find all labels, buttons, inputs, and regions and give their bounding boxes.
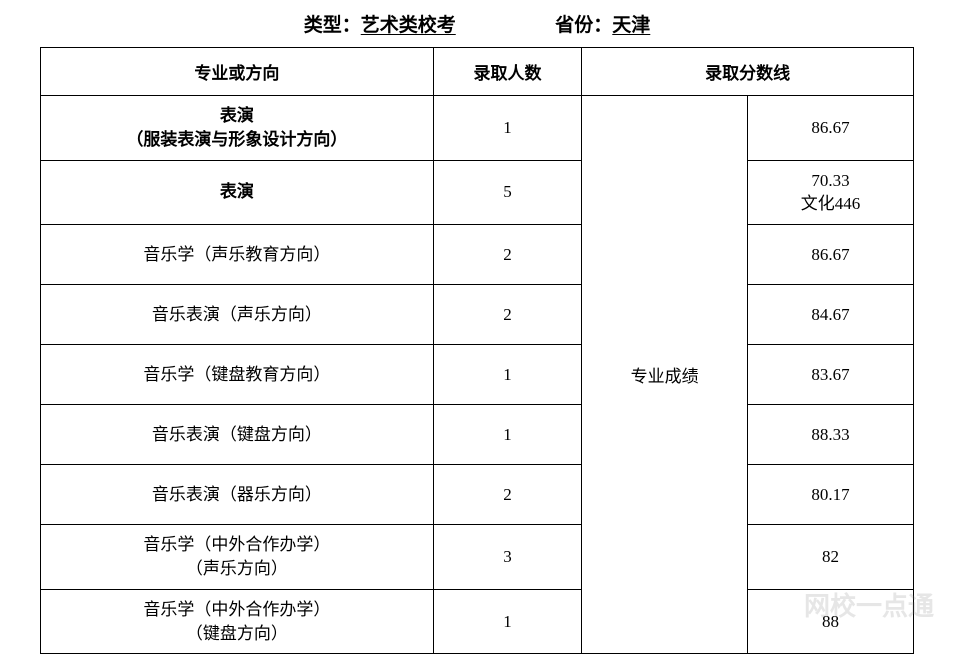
score-line1: 88 [754, 610, 907, 634]
major-line1: 音乐学（中外合作办学） [47, 533, 427, 557]
cell-score: 86.67 [748, 96, 914, 161]
cell-major: 表演（服装表演与形象设计方向） [41, 96, 434, 161]
col-header-scoreline: 录取分数线 [582, 48, 914, 96]
score-line1: 86.67 [754, 243, 907, 267]
cell-major: 音乐学（声乐教育方向） [41, 225, 434, 285]
major-line2: （声乐方向） [47, 557, 427, 581]
cell-count: 1 [433, 96, 581, 161]
table-row: 音乐表演（声乐方向）2 84.67 [41, 285, 914, 345]
major-line1: 音乐学（声乐教育方向） [47, 243, 427, 267]
major-line2: （键盘方向） [47, 622, 427, 646]
cell-major: 音乐表演（器乐方向） [41, 465, 434, 525]
table-header-row: 专业或方向 录取人数 录取分数线 [41, 48, 914, 96]
admission-table: 专业或方向 录取人数 录取分数线 表演（服装表演与形象设计方向）1专业成绩86.… [40, 47, 914, 654]
cell-major: 音乐学（中外合作办学）（键盘方向） [41, 589, 434, 654]
cell-score: 88.33 [748, 405, 914, 465]
major-line1: 音乐学（中外合作办学） [47, 598, 427, 622]
score-line1: 70.33 [754, 169, 907, 193]
table-row: 音乐表演（器乐方向）2 80.17 [41, 465, 914, 525]
table-row: 音乐学（中外合作办学）（键盘方向）1 88 [41, 589, 914, 654]
score-line1: 84.67 [754, 303, 907, 327]
type-value: 艺术类校考 [361, 15, 456, 36]
province-label: 省份： [555, 15, 612, 36]
cell-score: 80.17 [748, 465, 914, 525]
table-row: 音乐学（中外合作办学）（声乐方向）3 82 [41, 525, 914, 590]
cell-major: 音乐表演（声乐方向） [41, 285, 434, 345]
cell-count: 2 [433, 285, 581, 345]
score-line1: 80.17 [754, 483, 907, 507]
cell-category-merged: 专业成绩 [582, 96, 748, 654]
cell-score: 88 [748, 589, 914, 654]
cell-count: 2 [433, 225, 581, 285]
cell-score: 86.67 [748, 225, 914, 285]
cell-count: 2 [433, 465, 581, 525]
score-line1: 82 [754, 545, 907, 569]
major-line1: 音乐表演（声乐方向） [47, 303, 427, 327]
cell-score: 82 [748, 525, 914, 590]
major-line1: 音乐表演（器乐方向） [47, 483, 427, 507]
cell-count: 1 [433, 589, 581, 654]
cell-count: 5 [433, 160, 581, 225]
major-line1: 音乐学（键盘教育方向） [47, 363, 427, 387]
score-line1: 83.67 [754, 363, 907, 387]
score-line1: 88.33 [754, 423, 907, 447]
cell-score: 84.67 [748, 285, 914, 345]
province-value: 天津 [612, 15, 650, 36]
cell-major: 音乐表演（键盘方向） [41, 405, 434, 465]
cell-major: 表演 [41, 160, 434, 225]
major-line1: 表演 [47, 104, 427, 128]
table-row: 音乐表演（键盘方向）1 88.33 [41, 405, 914, 465]
cell-count: 1 [433, 405, 581, 465]
major-line1: 表演 [47, 180, 427, 204]
cell-score: 70.33文化446 [748, 160, 914, 225]
major-line1: 音乐表演（键盘方向） [47, 423, 427, 447]
score-line2: 文化446 [754, 192, 907, 216]
cell-count: 3 [433, 525, 581, 590]
cell-score: 83.67 [748, 345, 914, 405]
cell-count: 1 [433, 345, 581, 405]
col-header-major: 专业或方向 [41, 48, 434, 96]
cell-major: 音乐学（键盘教育方向） [41, 345, 434, 405]
table-row: 表演（服装表演与形象设计方向）1专业成绩86.67 [41, 96, 914, 161]
type-label: 类型： [304, 15, 361, 36]
table-row: 表演5 70.33文化446 [41, 160, 914, 225]
page-header: 类型：艺术类校考 省份：天津 [40, 10, 914, 37]
table-row: 音乐学（键盘教育方向）1 83.67 [41, 345, 914, 405]
cell-major: 音乐学（中外合作办学）（声乐方向） [41, 525, 434, 590]
major-line2: （服装表演与形象设计方向） [47, 128, 427, 152]
table-body: 表演（服装表演与形象设计方向）1专业成绩86.67表演570.33文化446音乐… [41, 96, 914, 654]
score-line1: 86.67 [754, 116, 907, 140]
table-row: 音乐学（声乐教育方向）2 86.67 [41, 225, 914, 285]
col-header-count: 录取人数 [433, 48, 581, 96]
